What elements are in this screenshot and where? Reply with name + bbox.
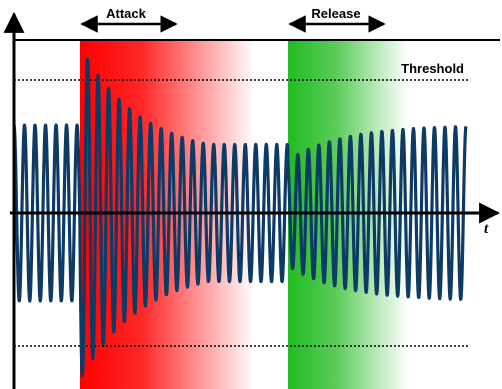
release-label: Release bbox=[311, 6, 360, 21]
attack-label: Attack bbox=[106, 6, 147, 21]
threshold-label: Threshold bbox=[401, 61, 464, 76]
time-axis-label: t bbox=[484, 221, 489, 237]
signal-waveform bbox=[12, 57, 468, 378]
